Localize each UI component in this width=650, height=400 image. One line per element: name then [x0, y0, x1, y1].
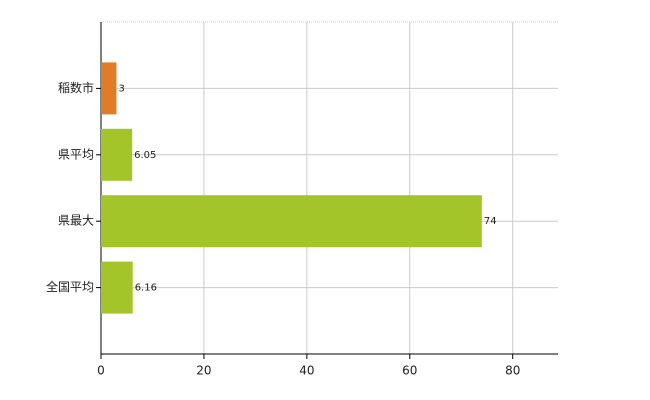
x-tick-label: 60 [402, 364, 417, 378]
x-tick-label: 40 [299, 364, 314, 378]
bar [101, 195, 482, 248]
data-label: 6.16 [135, 283, 157, 294]
data-label: 74 [484, 216, 497, 227]
x-tick-label: 20 [196, 364, 211, 378]
y-tick-label: 全国平均 [46, 279, 94, 294]
x-tick-label: 80 [505, 364, 520, 378]
y-tick-label: 稲数市 [58, 80, 94, 95]
y-tick-label: 県平均 [58, 147, 94, 161]
bar [101, 261, 133, 314]
y-tick-label: 県最大 [58, 214, 94, 228]
bar [101, 62, 117, 115]
data-label: 3 [118, 83, 124, 94]
bar [101, 128, 133, 181]
x-tick-label: 0 [97, 364, 105, 378]
data-label: 6.05 [134, 150, 156, 161]
